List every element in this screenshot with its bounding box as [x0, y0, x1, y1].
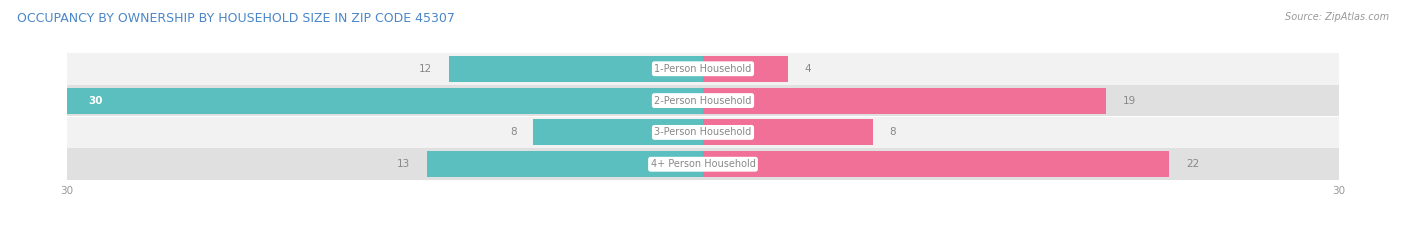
Bar [67, 85, 1339, 116]
Text: OCCUPANCY BY OWNERSHIP BY HOUSEHOLD SIZE IN ZIP CODE 45307: OCCUPANCY BY OWNERSHIP BY HOUSEHOLD SIZE… [17, 12, 454, 25]
Bar [449, 56, 703, 82]
Text: 2-Person Household: 2-Person Household [654, 96, 752, 106]
Text: 1-Person Household: 1-Person Household [654, 64, 752, 74]
Bar [67, 53, 1339, 85]
Text: 8: 8 [890, 127, 896, 137]
Text: 8: 8 [510, 127, 516, 137]
Bar [427, 151, 703, 177]
Text: 12: 12 [419, 64, 432, 74]
Text: 13: 13 [396, 159, 411, 169]
Bar [703, 151, 1170, 177]
Text: 3-Person Household: 3-Person Household [654, 127, 752, 137]
Bar [533, 119, 703, 145]
Text: 22: 22 [1187, 159, 1199, 169]
Text: 4: 4 [804, 64, 811, 74]
Bar [67, 148, 1339, 180]
Bar [703, 56, 787, 82]
Bar [703, 88, 1107, 114]
Text: Source: ZipAtlas.com: Source: ZipAtlas.com [1285, 12, 1389, 22]
Bar [703, 119, 873, 145]
Text: 4+ Person Household: 4+ Person Household [651, 159, 755, 169]
Text: 30: 30 [89, 96, 103, 106]
Text: 19: 19 [1123, 96, 1136, 106]
Bar [67, 116, 1339, 148]
Bar [67, 88, 703, 114]
